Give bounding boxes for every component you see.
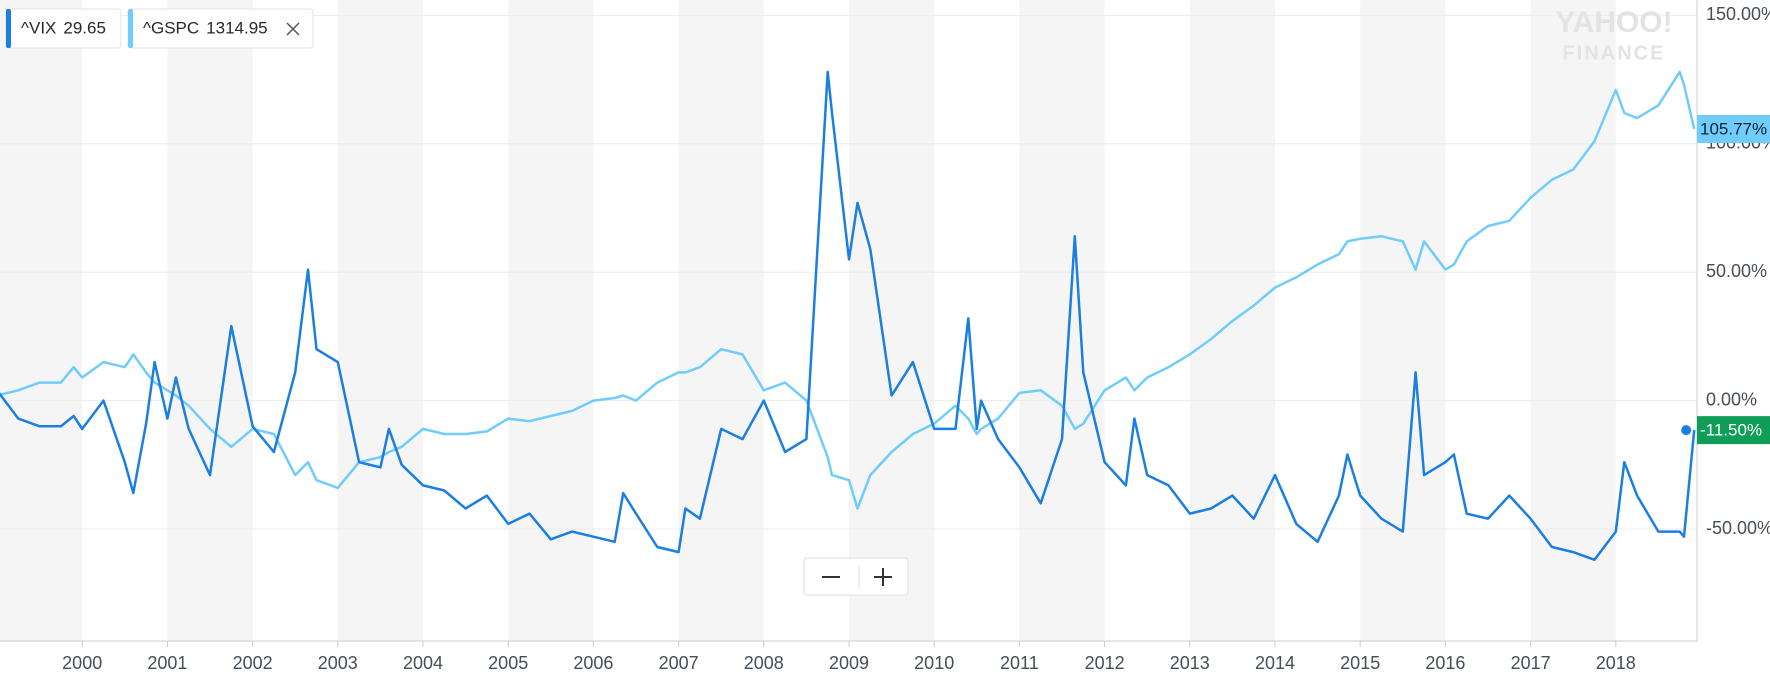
x-tick-label: 2013 xyxy=(1170,653,1210,673)
year-band xyxy=(1360,0,1446,641)
zoom-out-button[interactable] xyxy=(806,560,858,593)
legend-chip[interactable]: ^GSPC 1314.95 xyxy=(127,8,314,49)
x-tick-label: 2015 xyxy=(1340,653,1380,673)
year-band xyxy=(849,0,935,641)
x-tick-label: 2004 xyxy=(403,653,443,673)
year-band xyxy=(167,0,253,641)
legend-name: ^GSPC xyxy=(143,18,199,37)
x-tick-label: 2010 xyxy=(914,653,954,673)
y-tick-label: 150.00% xyxy=(1706,4,1770,24)
year-band xyxy=(337,0,423,641)
end-dot xyxy=(1681,425,1692,436)
close-icon[interactable] xyxy=(286,22,300,36)
legend-chip[interactable]: ^VIX 29.65 xyxy=(5,8,122,49)
end-label: -11.50% xyxy=(1700,421,1762,440)
x-tick-label: 2014 xyxy=(1255,653,1295,673)
y-tick-label: -50.00% xyxy=(1706,518,1770,538)
x-tick-label: 2009 xyxy=(829,653,869,673)
zoom-in-button[interactable] xyxy=(860,560,906,593)
chip-color xyxy=(128,9,133,48)
watermark: FINANCE xyxy=(1563,42,1666,64)
x-tick-label: 2000 xyxy=(62,653,102,673)
x-tick-label: 2007 xyxy=(659,653,699,673)
legend-name: ^VIX xyxy=(21,18,56,37)
x-tick-label: 2008 xyxy=(744,653,784,673)
x-tick-label: 2011 xyxy=(1000,653,1039,673)
chip-color xyxy=(6,9,11,48)
y-tick-label: 50.00% xyxy=(1706,261,1767,281)
x-tick-label: 2006 xyxy=(573,653,613,673)
year-band xyxy=(508,0,594,641)
year-band xyxy=(1019,0,1105,641)
year-band xyxy=(0,0,83,641)
x-tick-label: 2016 xyxy=(1425,653,1465,673)
end-label: 105.77% xyxy=(1700,119,1767,138)
end-badge xyxy=(1697,114,1770,143)
x-tick-label: 2017 xyxy=(1511,653,1551,673)
x-tick-label: 2001 xyxy=(147,653,187,673)
x-tick-label: 2003 xyxy=(318,653,358,673)
legend-price: 1314.95 xyxy=(206,18,267,37)
year-band xyxy=(1530,0,1616,641)
x-tick-label: 2005 xyxy=(488,653,528,673)
legend-price: 29.65 xyxy=(63,18,106,37)
x-tick-label: 2012 xyxy=(1085,653,1125,673)
zoom-controls xyxy=(803,557,909,596)
year-band xyxy=(678,0,764,641)
x-tick-label: 2018 xyxy=(1596,653,1636,673)
series-line xyxy=(0,70,1696,510)
end-badge xyxy=(1697,416,1770,445)
y-tick-label: 0.00% xyxy=(1706,389,1757,409)
x-tick-label: 2002 xyxy=(233,653,273,673)
series-line xyxy=(0,70,1696,562)
watermark: YAHOO! xyxy=(1555,6,1672,39)
